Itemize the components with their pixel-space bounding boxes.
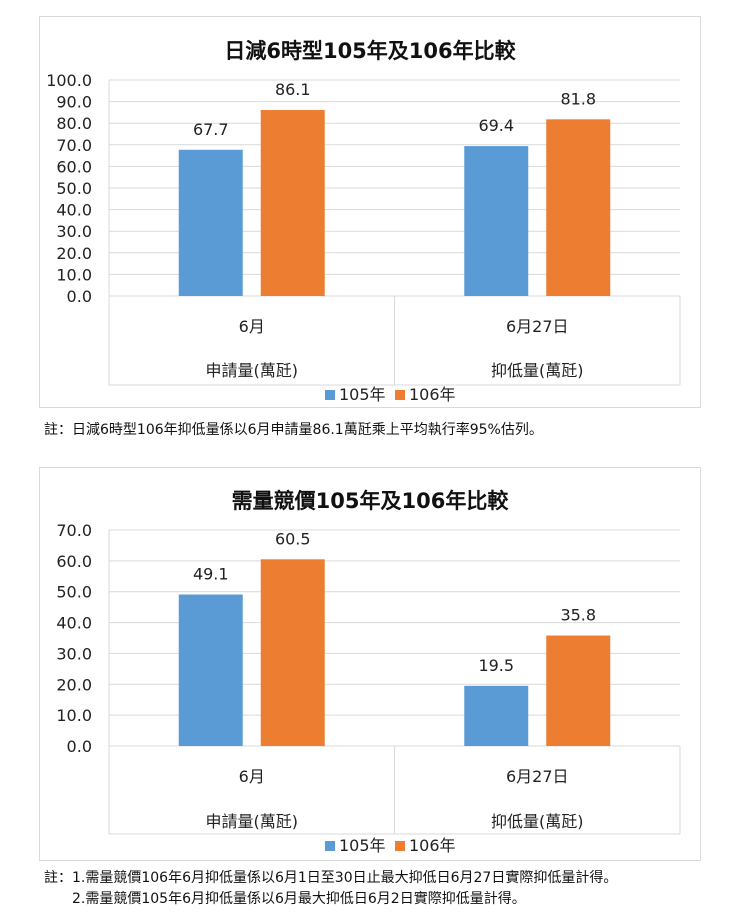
note-1-text: 註：日減6時型106年抑低量係以6月申請量86.1萬瓩乘上平均執行率95%估列。: [44, 422, 543, 438]
y-tick-label: 60.0: [56, 552, 92, 571]
bar-105年-6月: [178, 149, 243, 296]
x-category-label: 6月27日: [506, 317, 569, 336]
y-tick-label: 30.0: [56, 222, 92, 241]
x-category-label: 6月: [239, 317, 265, 336]
x-group-label: 抑低量(萬瓩): [491, 361, 584, 380]
y-tick-label: 90.0: [56, 93, 92, 112]
bar-106年-6月27日: [546, 635, 611, 746]
legend-label: 105年: [339, 836, 386, 855]
bar-106年-6月27日: [546, 119, 611, 296]
y-tick-label: 0.0: [67, 737, 92, 756]
chart-title: 日減6時型105年及106年比較: [224, 39, 516, 63]
y-tick-label: 40.0: [56, 201, 92, 220]
y-tick-label: 60.0: [56, 157, 92, 176]
y-tick-label: 80.0: [56, 114, 92, 133]
data-label: 19.5: [478, 656, 514, 675]
legend-label: 106年: [409, 385, 456, 404]
x-category-label: 6月27日: [506, 767, 569, 786]
x-category-label: 6月: [239, 767, 265, 786]
x-group-label: 申請量(萬瓩): [206, 361, 299, 380]
chart-demand-bidding: 需量競價105年及106年比較 0.0 10.0 20.0 30.0 40.0 50.0 60…: [56, 489, 681, 855]
data-label: 60.5: [275, 529, 311, 548]
y-tick-label: 30.0: [56, 644, 92, 663]
y-tick-label: 20.0: [56, 675, 92, 694]
data-label: 49.1: [193, 564, 229, 583]
x-group-label: 申請量(萬瓩): [206, 812, 299, 831]
bar-105年-6月27日: [464, 685, 529, 746]
y-tick-label: 10.0: [56, 265, 92, 284]
note-2-line-1: 註：1.需量競價106年6月抑低量係以6月1日至30日止最大抑低日6月27日實際…: [44, 870, 618, 886]
y-tick-label: 50.0: [56, 179, 92, 198]
bar-106年-6月: [260, 110, 325, 296]
legend-swatch-106年: [395, 841, 405, 851]
y-tick-label: 100.0: [46, 71, 92, 90]
data-label: 69.4: [478, 116, 514, 135]
y-tick-label: 70.0: [56, 136, 92, 155]
chart-note-1: 註：日減6時型106年抑低量係以6月申請量86.1萬瓩乘上平均執行率95%估列。: [44, 420, 543, 441]
y-tick-label: 50.0: [56, 583, 92, 602]
note-2-line-2: 2.需量競價105年6月抑低量係以6月最大抑低日6月2日實際抑低量計得。: [72, 891, 526, 907]
data-label: 67.7: [193, 120, 229, 139]
chart-panel-daily-reduction: 日減6時型105年及106年比較 0.0 10.0 20.0 30.0 40.0 50.0 6…: [39, 16, 701, 408]
data-label: 35.8: [560, 606, 596, 625]
chart-title: 需量競價105年及106年比較: [232, 489, 510, 513]
bar-106年-6月: [260, 559, 325, 746]
chart-panel-demand-bidding: 需量競價105年及106年比較 0.0 10.0 20.0 30.0 40.0 50.0 60…: [39, 467, 701, 861]
bar-105年-6月: [178, 594, 243, 746]
legend-swatch-105年: [325, 390, 335, 400]
data-label: 86.1: [275, 80, 311, 99]
chart-note-2: 註：1.需量競價106年6月抑低量係以6月1日至30日止最大抑低日6月27日實際…: [44, 868, 617, 910]
y-tick-label: 20.0: [56, 244, 92, 263]
y-tick-label: 0.0: [67, 287, 92, 306]
chart-daily-reduction: 日減6時型105年及106年比較 0.0 10.0 20.0 30.0 40.0 50.0 6…: [46, 39, 681, 404]
legend-label: 106年: [409, 836, 456, 855]
bar-105年-6月27日: [464, 146, 529, 296]
legend-label: 105年: [339, 385, 386, 404]
legend-swatch-105年: [325, 841, 335, 851]
y-tick-label: 10.0: [56, 706, 92, 725]
data-label: 81.8: [560, 89, 596, 108]
y-tick-label: 40.0: [56, 614, 92, 633]
y-tick-label: 70.0: [56, 521, 92, 540]
legend-swatch-106年: [395, 390, 405, 400]
x-group-label: 抑低量(萬瓩): [491, 812, 584, 831]
